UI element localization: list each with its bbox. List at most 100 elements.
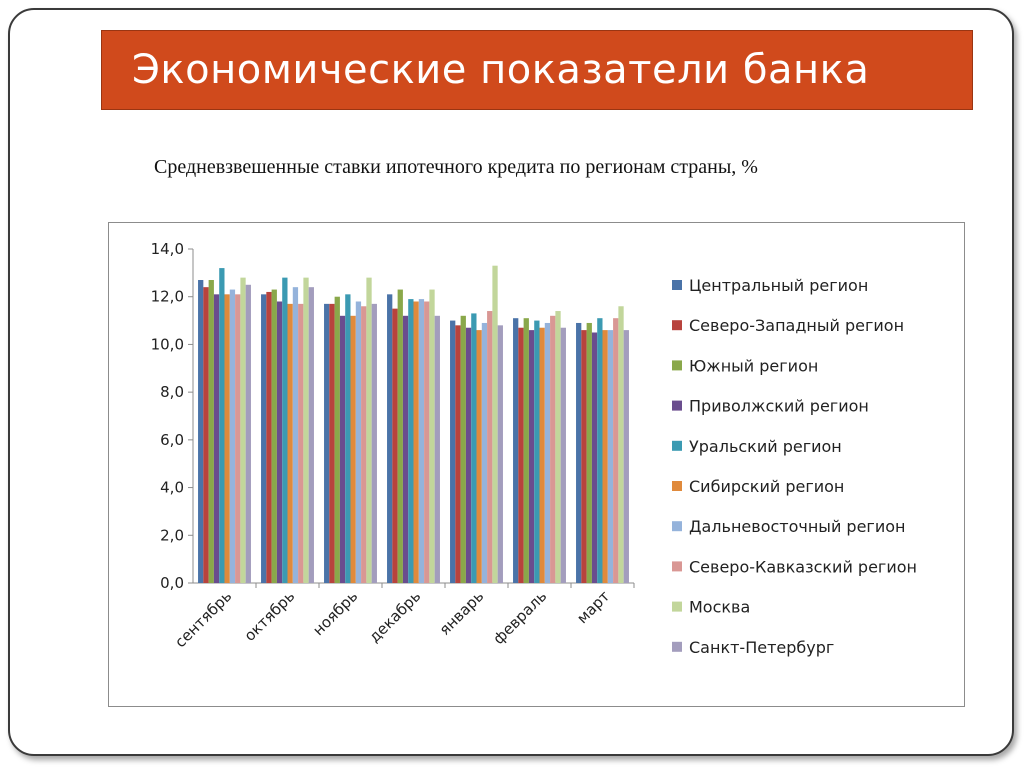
bar xyxy=(240,277,246,583)
bar xyxy=(555,311,561,583)
x-tick-label: февраль xyxy=(489,587,550,648)
bar xyxy=(408,299,414,583)
y-tick-label: 14,0 xyxy=(151,240,184,258)
bar xyxy=(560,327,566,583)
legend-swatch xyxy=(672,320,682,331)
bar xyxy=(397,289,403,583)
bar xyxy=(329,303,335,583)
legend-swatch xyxy=(672,280,682,290)
bar xyxy=(361,306,367,583)
y-tick-label: 2,0 xyxy=(160,526,184,544)
x-tick-label: март xyxy=(573,587,613,627)
legend-swatch xyxy=(672,360,682,371)
bar xyxy=(497,325,503,583)
bar xyxy=(350,315,356,583)
y-tick-label: 10,0 xyxy=(151,335,184,353)
bar xyxy=(576,322,582,583)
bar xyxy=(266,291,272,583)
bar xyxy=(523,318,529,583)
bar xyxy=(528,330,535,583)
y-tick-label: 8,0 xyxy=(160,383,184,401)
legend-swatch xyxy=(672,400,682,411)
bar xyxy=(208,280,214,583)
bar xyxy=(261,294,267,583)
x-tick-label: декабрь xyxy=(365,587,424,646)
bar xyxy=(413,301,419,583)
bar xyxy=(324,303,330,583)
bar xyxy=(271,289,277,583)
bar xyxy=(334,296,340,583)
slide-title: Экономические показатели банка xyxy=(132,47,870,93)
legend-swatch xyxy=(672,481,682,491)
chart-title: Средневзвешенные ставки ипотечного креди… xyxy=(154,156,758,178)
bar xyxy=(203,287,209,583)
bar xyxy=(339,315,346,583)
bar xyxy=(492,265,498,583)
bar xyxy=(607,330,614,583)
bar xyxy=(235,294,241,583)
legend-label: Уральский регион xyxy=(689,437,842,456)
bar xyxy=(586,322,592,583)
bar xyxy=(465,327,472,583)
legend-swatch xyxy=(672,440,682,451)
bar xyxy=(355,301,362,583)
bar xyxy=(623,330,629,583)
bar xyxy=(602,330,608,583)
legend-label: Москва xyxy=(689,598,750,617)
y-tick-label: 4,0 xyxy=(160,479,184,497)
legend-swatch xyxy=(672,641,682,652)
bar xyxy=(245,284,251,583)
bar xyxy=(402,315,409,583)
bar xyxy=(392,308,398,583)
bar xyxy=(618,306,624,583)
x-tick-label: сентябрь xyxy=(171,587,235,651)
legend-label: Северо-Кавказский регион xyxy=(689,557,917,576)
title-bar: Экономические показатели банка xyxy=(101,30,973,110)
bar xyxy=(298,303,304,583)
bar xyxy=(387,294,393,583)
bar xyxy=(544,322,551,583)
bar xyxy=(371,303,377,583)
bar xyxy=(282,277,288,583)
bar xyxy=(534,320,540,583)
bar xyxy=(487,311,493,583)
legend-label: Центральный регион xyxy=(689,276,868,295)
bar xyxy=(345,294,351,583)
chart-svg: 0,0 2,0 4,0 6,0 8,0 10,0 12,0 14,0 сентябрь октяб… xyxy=(151,240,917,657)
bar xyxy=(366,277,372,583)
legend-label: Дальневосточный регион xyxy=(689,517,905,536)
bar xyxy=(597,318,603,583)
bar xyxy=(539,327,545,583)
bar xyxy=(287,303,293,583)
bar xyxy=(276,301,283,583)
y-tick-label: 0,0 xyxy=(160,574,184,592)
chart-area: 0,0 2,0 4,0 6,0 8,0 10,0 12,0 14,0 сентябрь октяб… xyxy=(108,222,965,707)
legend-label: Южный регион xyxy=(689,356,818,375)
bar xyxy=(450,320,456,583)
bar xyxy=(591,332,598,583)
bar xyxy=(460,315,466,583)
bar xyxy=(429,289,435,583)
legend-label: Северо-Западный регион xyxy=(689,316,904,335)
bar xyxy=(513,318,519,583)
bar xyxy=(581,330,587,583)
legend-label: Сибирский регион xyxy=(689,477,844,496)
x-tick-label: октябрь xyxy=(241,587,299,645)
bar xyxy=(455,325,461,583)
bar xyxy=(434,315,440,583)
bar xyxy=(292,287,299,583)
bar xyxy=(471,313,477,583)
bar xyxy=(481,322,488,583)
bar xyxy=(308,287,314,583)
bar xyxy=(219,268,225,583)
y-tick-label: 6,0 xyxy=(160,431,184,449)
legend-swatch xyxy=(672,561,682,572)
bar xyxy=(303,277,309,583)
x-tick-label: январь xyxy=(436,587,488,639)
legend-label: Санкт-Петербург xyxy=(689,638,834,657)
bar xyxy=(518,327,524,583)
bar xyxy=(476,330,482,583)
bar xyxy=(424,301,430,583)
bar xyxy=(198,280,204,583)
bar xyxy=(224,294,230,583)
